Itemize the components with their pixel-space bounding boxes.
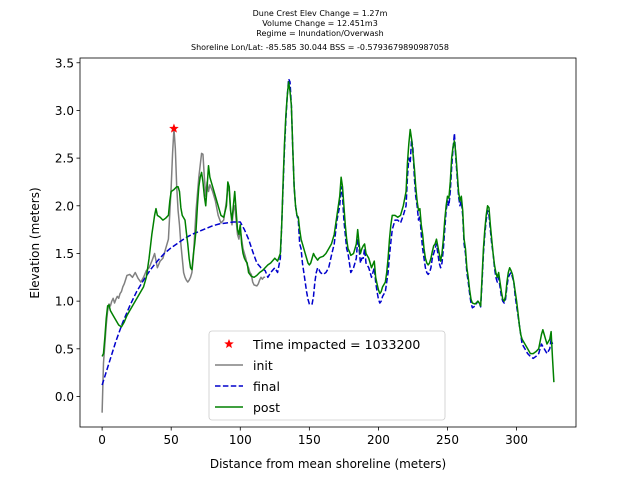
y-tick: 2.0: [55, 199, 80, 213]
y-tick-label: 3.5: [55, 56, 74, 70]
x-tick-label: 150: [298, 433, 321, 447]
y-tick: 1.5: [55, 247, 80, 261]
y-tick-label: 1.0: [55, 295, 74, 309]
x-tick: 250: [436, 427, 459, 447]
legend-star-icon: [224, 338, 234, 349]
y-tick-label: 0.5: [55, 342, 74, 356]
x-tick-label: 0: [98, 433, 106, 447]
y-tick-label: 2.0: [55, 199, 74, 213]
legend-label-post: post: [253, 400, 280, 415]
y-tick-label: 2.5: [55, 152, 74, 166]
title-line-1: Dune Crest Elev Change = 1.27m: [253, 9, 388, 18]
y-tick: 0.5: [55, 342, 80, 356]
x-tick-label: 200: [367, 433, 390, 447]
x-tick: 300: [505, 427, 528, 447]
y-tick: 1.0: [55, 295, 80, 309]
y-tick: 3.0: [55, 104, 80, 118]
y-tick-label: 3.0: [55, 104, 74, 118]
x-tick-label: 300: [505, 433, 528, 447]
legend-label-init: init: [253, 358, 273, 373]
legend-box: [208, 330, 446, 421]
impact-star-marker: [169, 123, 179, 133]
series-layer: [101, 78, 555, 413]
y-axis-label: Elevation (meters): [28, 187, 42, 298]
x-tick: 100: [229, 427, 252, 447]
x-tick-label: 250: [436, 433, 459, 447]
x-axis: 0 50 100 150 200 250 300: [98, 427, 528, 447]
x-tick: 0: [98, 427, 106, 447]
y-tick-label: 1.5: [55, 247, 74, 261]
x-tick: 150: [298, 427, 321, 447]
x-tick: 50: [164, 427, 179, 447]
legend: Time impacted = 1033200 init final post: [208, 330, 446, 421]
y-axis: 0.0 0.5 1.0 1.5 2.0 2.5 3.0 3.5: [55, 56, 80, 404]
title-line-4: Shoreline Lon/Lat: -85.585 30.044 BSS = …: [191, 43, 449, 52]
legend-label-final: final: [253, 379, 280, 394]
y-tick-label: 0.0: [55, 390, 74, 404]
x-tick-label: 100: [229, 433, 252, 447]
x-tick: 200: [367, 427, 390, 447]
post-series-line: [101, 81, 555, 383]
chart-title: Dune Crest Elev Change = 1.27m Volume Ch…: [191, 9, 449, 52]
y-tick: 2.5: [55, 152, 80, 166]
title-line-2: Volume Change = 12.451m3: [262, 19, 378, 28]
x-axis-label: Distance from mean shoreline (meters): [210, 457, 446, 471]
y-tick: 3.5: [55, 56, 80, 70]
y-tick: 0.0: [55, 390, 80, 404]
x-tick-label: 50: [164, 433, 179, 447]
title-line-3: Regime = Inundation/Overwash: [256, 29, 383, 38]
plot-frame: [79, 57, 577, 428]
legend-label-impact: Time impacted = 1033200: [252, 337, 420, 352]
